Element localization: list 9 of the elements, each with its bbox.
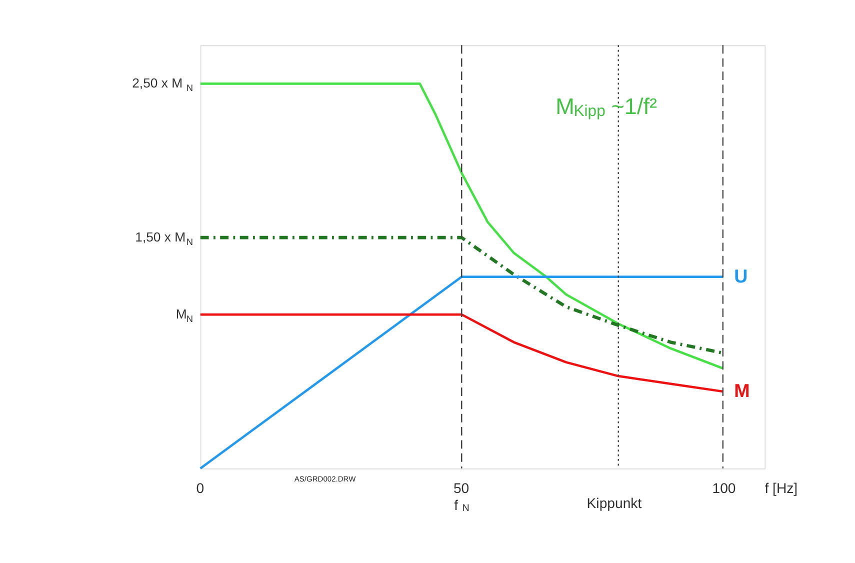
series-label: M [734,380,750,402]
series-label: U [734,265,748,286]
ref-line-label: Kippunkt [586,494,642,511]
x-tick-label: 0 [196,480,204,496]
line-series [199,313,724,393]
x-axis-title: f [Hz] [764,480,798,496]
line-series [199,82,724,370]
text: AS/GRD002.DRW [294,474,357,484]
x-tick-label: 100 [712,480,736,496]
